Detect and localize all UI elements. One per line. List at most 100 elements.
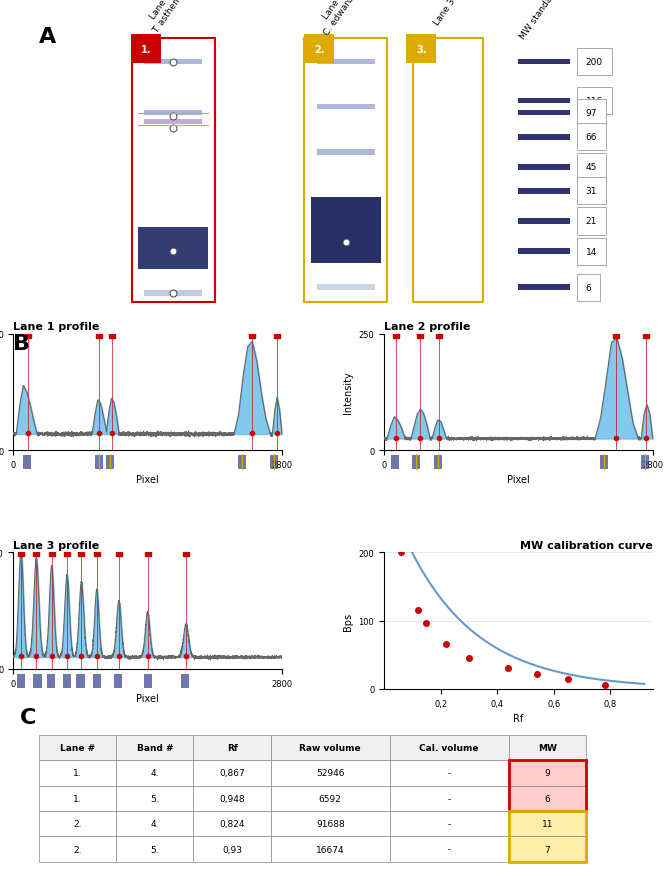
- Bar: [93, 673, 101, 688]
- Bar: [270, 456, 278, 470]
- Bar: [390, 735, 509, 760]
- X-axis label: Pixel: Pixel: [137, 475, 159, 485]
- Bar: [509, 837, 586, 862]
- Bar: [77, 673, 85, 688]
- Bar: [518, 99, 569, 104]
- Bar: [106, 456, 114, 470]
- Bar: [23, 456, 31, 470]
- X-axis label: Rf: Rf: [513, 713, 523, 723]
- Text: 4.: 4.: [151, 768, 159, 778]
- Text: Lane 2 profile: Lane 2 profile: [384, 322, 470, 332]
- Bar: [518, 189, 569, 194]
- Bar: [33, 673, 41, 688]
- Bar: [518, 219, 569, 225]
- Text: MW: MW: [538, 743, 557, 752]
- Text: 2.: 2.: [73, 819, 82, 828]
- Text: 5.: 5.: [151, 794, 159, 802]
- Text: Lane 3 profile: Lane 3 profile: [13, 541, 100, 551]
- Text: Lane 2
C. edwardsii: Lane 2 C. edwardsii: [314, 0, 362, 37]
- Bar: [390, 811, 509, 837]
- Text: 1.: 1.: [73, 794, 82, 802]
- Text: 0,867: 0,867: [219, 768, 245, 778]
- Bar: [116, 760, 194, 786]
- Bar: [391, 456, 399, 470]
- Text: 6: 6: [544, 794, 550, 802]
- Text: -: -: [448, 845, 451, 853]
- Text: Lane 1
T. asthenes: Lane 1 T. asthenes: [143, 0, 188, 35]
- Text: Rf: Rf: [226, 743, 238, 752]
- Bar: [116, 837, 194, 862]
- Bar: [518, 165, 569, 170]
- Bar: [63, 673, 71, 688]
- Text: 6: 6: [585, 284, 591, 292]
- Bar: [271, 811, 390, 837]
- Y-axis label: Intensity: Intensity: [343, 371, 353, 414]
- Text: 21: 21: [585, 217, 597, 227]
- Bar: [518, 60, 569, 65]
- Bar: [317, 285, 374, 291]
- Bar: [509, 735, 586, 760]
- Text: 52946: 52946: [316, 768, 344, 778]
- Bar: [116, 735, 194, 760]
- Text: R² = 0,996: R² = 0,996: [390, 764, 446, 774]
- Bar: [509, 760, 586, 811]
- Bar: [271, 837, 390, 862]
- Text: Band #: Band #: [137, 743, 173, 752]
- Text: 0,948: 0,948: [219, 794, 245, 802]
- Bar: [271, 786, 390, 811]
- Bar: [194, 837, 271, 862]
- Bar: [95, 456, 103, 470]
- Bar: [39, 735, 116, 760]
- Y-axis label: Bps: Bps: [343, 612, 353, 630]
- Bar: [518, 111, 569, 117]
- Bar: [194, 760, 271, 786]
- Bar: [238, 456, 246, 470]
- Bar: [518, 249, 569, 255]
- Bar: [181, 673, 189, 688]
- Text: 4.: 4.: [151, 819, 159, 828]
- Text: -: -: [448, 819, 451, 828]
- Text: 1.: 1.: [141, 45, 152, 54]
- Bar: [17, 673, 25, 688]
- Text: 97: 97: [585, 109, 597, 119]
- Text: 2.: 2.: [314, 45, 324, 54]
- Text: 91688: 91688: [316, 819, 344, 828]
- Bar: [39, 786, 116, 811]
- Bar: [194, 735, 271, 760]
- Bar: [390, 786, 509, 811]
- Text: Raw volume: Raw volume: [300, 743, 361, 752]
- Text: ln(y) = -4,043604 * x + 5,697867: ln(y) = -4,043604 * x + 5,697867: [390, 741, 564, 751]
- Bar: [271, 760, 390, 786]
- Text: 9: 9: [544, 768, 550, 778]
- Text: 11: 11: [541, 819, 553, 828]
- Text: 66: 66: [585, 133, 597, 142]
- Bar: [518, 135, 569, 140]
- Text: Cal. volume: Cal. volume: [420, 743, 479, 752]
- Text: 6592: 6592: [319, 794, 342, 802]
- Bar: [39, 760, 116, 786]
- Text: 5.: 5.: [151, 845, 159, 853]
- Bar: [114, 673, 122, 688]
- Text: C: C: [20, 707, 36, 727]
- Text: 31: 31: [585, 187, 597, 196]
- Bar: [310, 198, 381, 263]
- Text: -: -: [448, 768, 451, 778]
- Text: MW calibration curve: MW calibration curve: [520, 541, 653, 551]
- Text: Lane 3: Lane 3: [432, 0, 457, 27]
- Bar: [47, 673, 55, 688]
- Text: 200: 200: [585, 58, 603, 67]
- Text: -: -: [448, 794, 451, 802]
- Bar: [116, 811, 194, 837]
- Bar: [317, 105, 374, 111]
- Text: MW standards: MW standards: [518, 0, 562, 41]
- Text: 7: 7: [544, 845, 550, 853]
- Bar: [434, 456, 442, 470]
- Bar: [390, 837, 509, 862]
- Bar: [412, 456, 420, 470]
- Text: 0,824: 0,824: [219, 819, 245, 828]
- Text: 16674: 16674: [316, 845, 344, 853]
- Text: 0,93: 0,93: [222, 845, 242, 853]
- Text: 116: 116: [585, 97, 603, 106]
- Bar: [39, 811, 116, 837]
- Bar: [509, 760, 586, 786]
